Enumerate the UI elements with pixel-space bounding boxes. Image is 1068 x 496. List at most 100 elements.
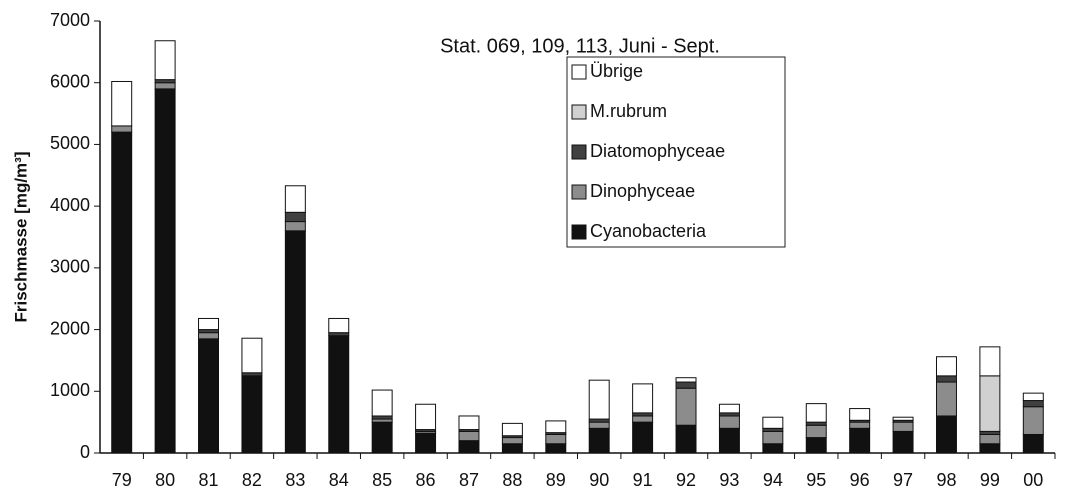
x-tick-label: 86 [416,470,436,490]
legend-swatch [571,184,587,200]
bar-segment [979,346,1001,377]
x-tick-label: 99 [980,470,1000,490]
bar-segment [371,389,393,417]
legend-label: Übrige [590,61,643,81]
bar-segment [154,88,176,454]
bar-segment [328,335,350,454]
bar-segment [371,421,393,454]
legend-box [566,56,786,248]
bar-segment [935,415,957,454]
bar-segment [632,415,654,423]
bar-segment [241,375,263,454]
y-axis-label: Frischmasse [mg/m³] [11,152,30,323]
bar-segment [892,430,914,454]
bar-segment [762,443,784,454]
bar-segment [849,421,871,429]
bar-segment [675,377,697,383]
x-tick-label: 85 [372,470,392,490]
y-tick-label: 3000 [50,257,90,277]
bar-segment [154,82,176,90]
bar-segment [718,415,740,429]
legend-swatch [571,144,587,160]
bar-segment [545,443,567,454]
bar-segment [284,185,306,213]
legend-swatch [571,64,587,80]
bar-segment [501,443,523,454]
bar-segment [545,420,567,434]
x-tick-label: 87 [459,470,479,490]
x-tick-label: 83 [285,470,305,490]
bar-segment [1022,406,1044,435]
y-tick-label: 4000 [50,195,90,215]
y-tick-label: 5000 [50,133,90,153]
x-tick-label: 95 [806,470,826,490]
bar-segment [154,40,176,81]
bar-segment [935,375,957,383]
bar-segment [1022,392,1044,402]
bar-segment [198,317,220,331]
x-tick-label: 93 [719,470,739,490]
x-tick-label: 94 [763,470,783,490]
bar-segment [328,317,350,334]
bar-segment [762,416,784,429]
bar-segment [632,383,654,414]
bar-segment [718,427,740,454]
bar-segment [588,421,610,429]
bar-segment [675,381,697,389]
bar-segment [935,381,957,417]
bar-segment [284,211,306,223]
x-tick-label: 88 [502,470,522,490]
x-tick-label: 84 [329,470,349,490]
y-tick-label: 0 [80,442,90,462]
bar-segment [588,427,610,454]
x-tick-label: 00 [1023,470,1043,490]
bar-segment [111,125,133,133]
x-tick-label: 80 [155,470,175,490]
y-tick-label: 6000 [50,71,90,91]
legend-label: Diatomophyceae [590,141,725,161]
bar-segment [762,430,784,445]
bar-segment [415,403,437,431]
x-tick-label: 79 [112,470,132,490]
bar-segment [935,356,957,377]
x-tick-label: 96 [850,470,870,490]
bar-segment [675,387,697,426]
chart-title: Stat. 069, 109, 113, Juni - Sept. [440,35,720,57]
bar-segment [198,338,220,454]
bar-segment [458,415,480,431]
bar-segment [501,422,523,437]
x-tick-label: 89 [546,470,566,490]
bar-segment [1022,433,1044,454]
y-tick-label: 2000 [50,318,90,338]
bar-segment [415,432,437,454]
bar-segment [111,131,133,454]
legend-label: M.rubrum [590,101,667,121]
bar-segment [849,408,871,421]
bar-segment [198,332,220,340]
legend-swatch [571,224,587,240]
bar-segment [1022,400,1044,408]
x-tick-label: 97 [893,470,913,490]
bar-segment [241,337,263,374]
legend-label: Dinophyceae [590,181,695,201]
bar-segment [849,427,871,454]
bar-segment [979,443,1001,454]
bar-segment [545,433,567,445]
bar-segment [892,421,914,432]
x-tick-label: 90 [589,470,609,490]
x-tick-label: 82 [242,470,262,490]
bar-segment [892,416,914,421]
x-tick-label: 91 [633,470,653,490]
bar-segment [458,430,480,442]
bar-segment [805,437,827,454]
bar-segment [979,375,1001,432]
bar-segment [718,403,740,414]
x-tick-label: 98 [936,470,956,490]
y-tick-label: 7000 [50,10,90,30]
legend-label: Cyanobacteria [590,221,707,241]
bar-segment [284,221,306,232]
legend-swatch [571,104,587,120]
bar-segment [979,433,1001,445]
bar-segment [632,421,654,454]
bar-segment [111,80,133,127]
